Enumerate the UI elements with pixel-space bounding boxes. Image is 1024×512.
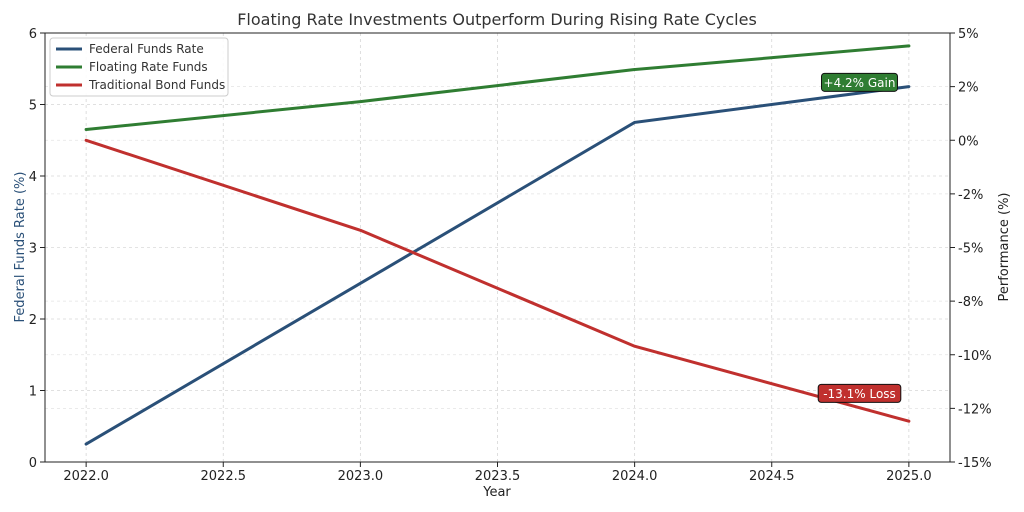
- y-axis-right-label: Performance (%): [997, 192, 1012, 301]
- series-line-traditional-bond-funds: [84, 138, 911, 423]
- annotation-label: +4.2% Gain: [821, 72, 898, 92]
- x-tick-label: 2024.0: [612, 469, 658, 484]
- legend-entry-federal-funds-rate: Federal Funds Rate: [89, 42, 204, 56]
- y-right-tick-label: 2%: [958, 81, 979, 96]
- y-left-tick-label: 0: [29, 456, 37, 471]
- y-right-tick-label: -2%: [958, 188, 983, 203]
- y-left-tick-label: 1: [29, 385, 37, 400]
- x-tick-label: 2023.0: [338, 469, 384, 484]
- y-right-tick-label: -15%: [958, 456, 992, 471]
- legend-entry-floating-rate-funds: Floating Rate Funds: [89, 60, 208, 74]
- y-right-tick-label: 0%: [958, 134, 979, 149]
- annotation-box: [817, 383, 902, 403]
- y-left-tick-label: 5: [29, 99, 37, 114]
- legend: Federal Funds Rate Floating Rate Funds Tra…: [49, 37, 229, 97]
- legend-entry-traditional-bond-funds: Traditional Bond Funds: [88, 78, 225, 92]
- legend-box: [49, 37, 229, 97]
- x-axis: 2022.0 2022.5 2023.0 2023.5 2024.0 2024.5 2025…: [63, 462, 932, 484]
- series-layer: [84, 44, 911, 446]
- grid-lines: [45, 32, 950, 463]
- y-left-tick-label: 6: [29, 27, 37, 42]
- x-tick-label: 2025.0: [886, 469, 932, 484]
- x-tick-label: 2024.5: [749, 469, 795, 484]
- x-axis-label: Year: [482, 485, 511, 500]
- y-right-tick-label: -10%: [958, 349, 992, 364]
- y-axis-right: 5% 2% 0% -2% -5% -8% -10% -12% -15%: [950, 27, 992, 471]
- y-left-tick-label: 2: [29, 313, 37, 328]
- chart-title: Floating Rate Investments Outperform Dur…: [237, 10, 757, 29]
- x-tick-label: 2022.0: [63, 469, 109, 484]
- annotation-box: [821, 72, 898, 92]
- y-right-tick-label: -8%: [958, 295, 983, 310]
- x-tick-label: 2023.5: [475, 469, 521, 484]
- y-axis-left-label: Federal Funds Rate (%): [13, 172, 28, 323]
- y-right-tick-label: 5%: [958, 27, 979, 42]
- annotation-label: -13.1% Loss: [817, 383, 902, 403]
- y-left-tick-label: 3: [29, 242, 37, 257]
- annotation-text: -13.1% Loss: [823, 387, 896, 401]
- y-right-tick-label: -12%: [958, 402, 992, 417]
- y-right-tick-label: -5%: [958, 242, 983, 257]
- y-axis-left: 0 1 2 3 4 5 6: [29, 27, 45, 471]
- x-tick-label: 2022.5: [201, 469, 247, 484]
- series-line-federal-funds-rate: [84, 85, 911, 446]
- annotations: +4.2% Gain -13.1% Loss: [817, 72, 902, 403]
- annotation-text: +4.2% Gain: [824, 76, 896, 90]
- y-left-tick-label: 4: [29, 170, 37, 185]
- series-line-floating-rate-funds: [84, 44, 911, 131]
